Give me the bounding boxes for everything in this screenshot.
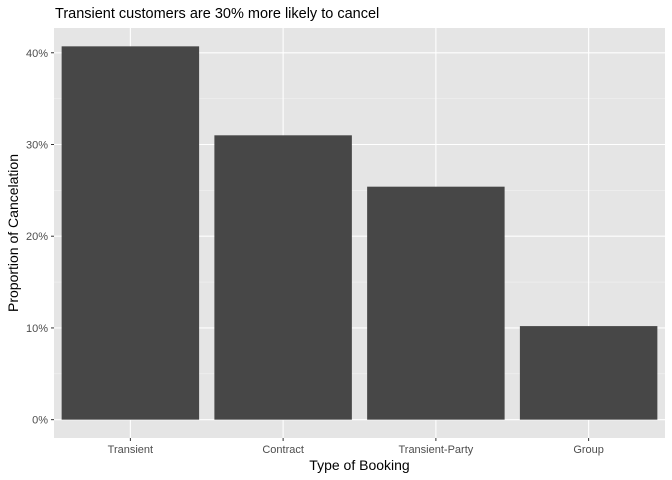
y-tick-label: 0% [32,415,48,427]
bar [367,186,505,420]
x-axis: Transient Contract Transient-Party Group [108,438,604,456]
bars [61,46,658,420]
bar [61,46,200,420]
y-axis-title: Proportion of Cancelation [5,154,21,312]
y-axis: 0% 10% 20% 30% 40% [26,48,54,427]
x-tick-label: Transient-Party [398,444,473,456]
y-tick-label: 20% [26,231,48,243]
x-tick-label: Group [573,444,604,456]
bar [214,135,352,420]
x-tick-label: Transient [108,444,153,456]
y-tick-label: 10% [26,323,48,335]
x-axis-title: Type of Booking [309,457,409,473]
y-tick-label: 30% [26,139,48,151]
y-tick-label: 40% [26,48,48,60]
x-tick-label: Contract [262,444,304,456]
bar [519,326,658,420]
chart-title: Transient customers are 30% more likely … [55,6,379,22]
